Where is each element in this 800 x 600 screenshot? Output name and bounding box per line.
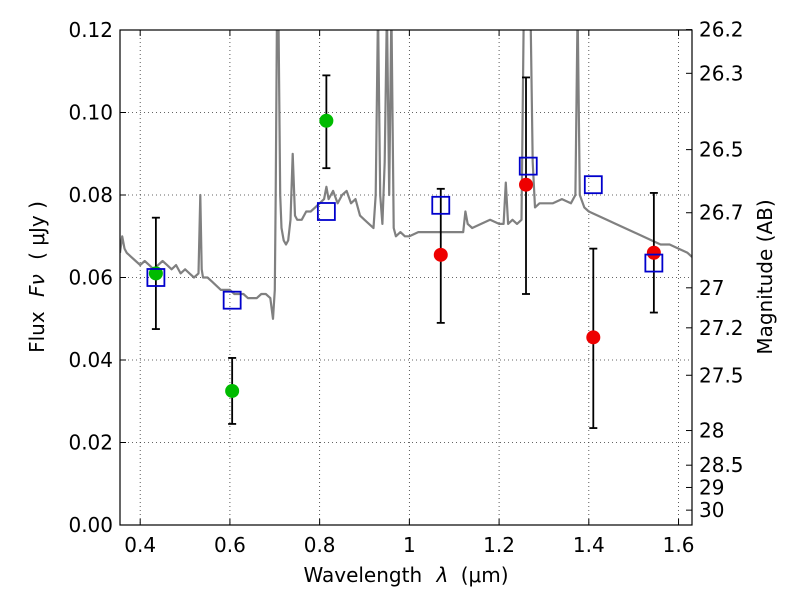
y2-tick-label: 26.7 xyxy=(699,201,744,225)
green-data-point xyxy=(225,383,240,398)
y2-axis-label: Magnitude (AB) xyxy=(753,199,777,354)
red-data-point xyxy=(586,330,601,345)
x-tick-label: 1.2 xyxy=(483,533,515,557)
y-tick-label: 0.00 xyxy=(68,513,113,537)
x-axis-label-symbol: λ xyxy=(436,563,449,587)
y-tick-label: 0.04 xyxy=(68,348,113,372)
y2-tick-label: 29 xyxy=(699,475,724,499)
y2-tick-label: 28 xyxy=(699,419,724,443)
model-square-point xyxy=(644,253,664,273)
x-axis-label-unit: (μm) xyxy=(461,563,509,587)
y-axis-label-unit: ( μJy ) xyxy=(25,201,49,260)
green-data-point xyxy=(319,113,334,128)
red-data-point xyxy=(433,247,448,262)
points-layer xyxy=(146,74,664,429)
spectrum-line xyxy=(120,30,692,320)
model-square-point xyxy=(316,202,336,221)
x-tick-label: 1.6 xyxy=(663,533,695,557)
model-square-point xyxy=(583,175,603,195)
y-axis-label: Flux Fν ( μJy ) xyxy=(25,201,49,353)
y-tick-label: 0.08 xyxy=(68,183,113,207)
x-tick-label: 0.4 xyxy=(124,533,156,557)
y2-tick-label: 27 xyxy=(699,276,724,300)
x-tick-label: 0.6 xyxy=(214,533,246,557)
y2-tick-label: 30 xyxy=(699,498,724,522)
x-axis-label-text: Wavelength xyxy=(303,563,422,587)
y2-tick-label: 27.2 xyxy=(699,316,744,340)
y2-tick-label: 26.5 xyxy=(699,138,744,162)
y-axis-label-text: Flux xyxy=(25,311,49,353)
x-tick-label: 1 xyxy=(403,533,416,557)
x-tick-label: 0.8 xyxy=(304,533,336,557)
x-axis-label: Wavelength λ (μm) xyxy=(303,563,508,587)
y2-tick-label: 27.5 xyxy=(699,363,744,387)
y-tick-label: 0.06 xyxy=(68,266,113,290)
y-tick-label: 0.12 xyxy=(68,18,113,42)
red-data-point xyxy=(646,245,661,260)
model-square-point xyxy=(431,195,451,215)
x-tick-label: 1.4 xyxy=(573,533,605,557)
model-square-point xyxy=(518,156,538,176)
y-tick-label: 0.10 xyxy=(68,101,113,125)
ticks-layer: 0.4 0.6 0.8 1 1.2 1.4 1.6 0.00 0.02 0.04 0.06 0.08 0… xyxy=(68,18,743,557)
model-square-point xyxy=(146,268,166,287)
y2-tick-label: 26.3 xyxy=(699,61,744,85)
model-square-point xyxy=(222,290,242,310)
y-tick-label: 0.02 xyxy=(68,431,113,455)
red-data-point xyxy=(519,177,534,192)
y2-tick-label: 26.2 xyxy=(699,18,744,42)
spectrum-layer xyxy=(120,30,692,320)
y-axis-label-symbol: Fν xyxy=(25,274,49,297)
y2-tick-label: 28.5 xyxy=(699,453,744,477)
